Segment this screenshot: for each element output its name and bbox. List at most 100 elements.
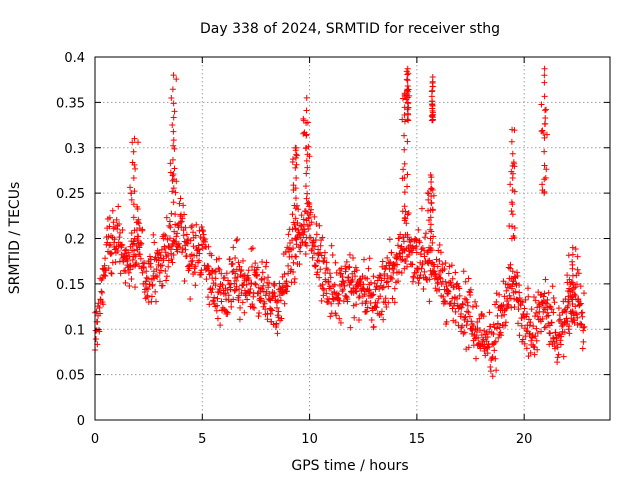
data-point xyxy=(321,254,328,261)
data-point xyxy=(212,268,219,275)
data-point xyxy=(208,267,215,274)
data-point xyxy=(312,263,319,270)
data-point xyxy=(480,313,487,320)
data-point xyxy=(461,295,468,302)
data-point xyxy=(452,308,459,315)
data-point xyxy=(541,324,548,331)
data-point xyxy=(401,146,408,153)
data-point xyxy=(340,278,347,285)
data-point xyxy=(101,262,108,269)
data-point xyxy=(109,207,116,214)
data-point xyxy=(273,304,280,311)
data-point xyxy=(527,319,534,326)
data-point xyxy=(177,195,184,202)
data-point xyxy=(212,282,219,289)
data-point xyxy=(524,285,531,292)
data-point xyxy=(232,286,239,293)
data-point xyxy=(326,270,333,277)
data-point xyxy=(134,203,141,210)
data-point xyxy=(416,275,423,282)
data-point xyxy=(114,247,121,254)
data-point xyxy=(225,292,232,299)
data-point xyxy=(169,177,176,184)
data-point xyxy=(262,292,269,299)
data-point xyxy=(421,253,428,260)
data-point xyxy=(197,234,204,241)
data-points xyxy=(92,65,588,380)
data-point xyxy=(355,316,362,323)
data-point xyxy=(429,239,436,246)
data-point xyxy=(409,261,416,268)
data-point xyxy=(548,306,555,313)
data-point xyxy=(533,325,540,332)
data-point xyxy=(443,318,450,325)
data-point xyxy=(266,280,273,287)
data-point xyxy=(463,322,470,329)
data-point xyxy=(572,245,579,252)
data-point xyxy=(130,175,137,181)
data-point xyxy=(389,275,396,282)
data-point xyxy=(428,179,435,186)
data-point xyxy=(130,148,137,155)
data-point xyxy=(148,293,155,300)
data-point xyxy=(192,263,199,270)
data-point xyxy=(415,226,422,233)
data-point xyxy=(509,187,516,194)
data-point xyxy=(404,65,411,72)
data-point xyxy=(237,304,244,311)
data-point xyxy=(509,150,516,157)
data-point xyxy=(577,283,584,290)
data-point xyxy=(462,278,469,285)
data-point xyxy=(473,355,480,362)
data-point xyxy=(223,296,230,303)
data-point xyxy=(154,273,161,280)
data-point xyxy=(401,203,408,210)
data-point xyxy=(309,254,316,261)
data-point xyxy=(427,235,434,242)
data-point xyxy=(366,255,373,262)
data-point xyxy=(328,242,335,249)
data-point xyxy=(541,162,548,169)
data-point xyxy=(171,165,178,172)
data-point xyxy=(132,261,139,268)
data-point xyxy=(233,277,240,284)
data-point xyxy=(264,316,271,323)
data-point xyxy=(509,126,516,133)
data-point xyxy=(292,225,299,232)
data-point xyxy=(261,300,268,307)
data-point xyxy=(509,162,516,169)
data-point xyxy=(119,241,126,248)
data-point xyxy=(370,273,377,280)
data-point xyxy=(452,269,459,276)
data-point xyxy=(285,231,292,238)
data-point xyxy=(541,190,548,197)
data-point xyxy=(380,284,387,291)
data-point xyxy=(368,316,375,323)
data-point xyxy=(530,323,537,330)
data-point xyxy=(333,269,340,276)
data-point xyxy=(552,329,559,336)
data-point xyxy=(522,333,529,340)
data-point xyxy=(416,239,423,246)
data-point xyxy=(353,288,360,295)
data-point xyxy=(508,199,515,206)
data-point xyxy=(468,318,475,325)
data-point xyxy=(258,276,265,283)
data-point xyxy=(292,144,299,151)
data-point xyxy=(516,332,523,339)
data-point xyxy=(383,304,390,311)
data-point xyxy=(131,188,138,195)
data-point xyxy=(542,324,549,331)
data-point xyxy=(122,247,129,254)
data-point xyxy=(476,342,483,349)
data-point xyxy=(428,193,435,200)
data-point xyxy=(385,283,392,290)
data-point xyxy=(565,302,572,309)
data-point xyxy=(313,231,320,238)
data-point xyxy=(572,292,579,299)
data-point xyxy=(306,153,313,160)
data-point xyxy=(302,183,309,190)
data-point xyxy=(343,293,350,300)
data-point xyxy=(363,298,370,305)
data-point xyxy=(412,269,419,276)
